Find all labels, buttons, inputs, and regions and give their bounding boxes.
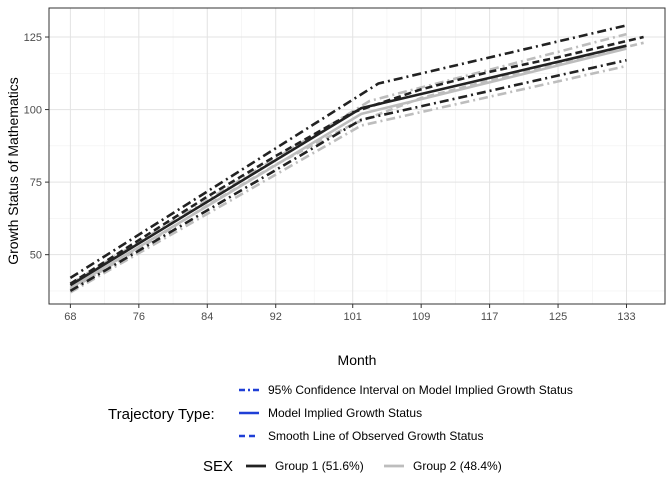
group1-ci-lower-line — [69, 58, 627, 293]
series-lines — [69, 24, 644, 294]
y-tick-label: 75 — [30, 177, 42, 189]
group1-model-line — [69, 44, 627, 287]
legend-sex-title: SEX — [203, 458, 233, 475]
legend-item-smooth: Smooth Line of Observed Growth Status — [268, 429, 483, 443]
legend-item-ci: 95% Confidence Interval on Model Implied… — [268, 383, 573, 397]
group2-smooth-line — [69, 41, 644, 291]
x-tick-label: 133 — [617, 311, 635, 323]
x-tick-label: 76 — [133, 311, 145, 323]
legend-item-group1: Group 1 (51.6%) — [275, 459, 364, 473]
y-axis-ticks: 50 75 100 125 — [24, 32, 49, 262]
group1-ci-upper-line — [69, 24, 627, 279]
x-tick-label: 125 — [549, 311, 567, 323]
group2-ci-upper-line — [69, 32, 627, 285]
plot-border — [48, 7, 666, 305]
y-axis-title: Growth Status of Mathematics — [5, 77, 21, 265]
legend-trajectory: Trajectory Type: 95% Confidence Interval… — [108, 383, 573, 443]
legend-trajectory-title: Trajectory Type: — [108, 406, 215, 423]
legend-item-group2: Group 2 (48.4%) — [413, 459, 502, 473]
y-tick-label: 50 — [30, 250, 42, 262]
group1-smooth-line — [69, 35, 644, 285]
y-tick-label: 100 — [24, 105, 42, 117]
x-axis-title: Month — [338, 352, 377, 368]
x-tick-label: 68 — [64, 311, 76, 323]
legend-sex: SEX Group 1 (51.6%) Group 2 (48.4%) — [203, 458, 502, 475]
y-tick-label: 125 — [24, 32, 42, 44]
group2-ci-lower-line — [69, 64, 627, 294]
x-tick-label: 84 — [201, 311, 213, 323]
x-tick-label: 92 — [270, 311, 282, 323]
plot-panel — [49, 8, 665, 304]
x-axis-ticks: 68 76 84 92 101 109 117 125 133 — [64, 304, 636, 323]
x-tick-label: 109 — [412, 311, 430, 323]
x-tick-label: 101 — [344, 311, 362, 323]
legend-item-model: Model Implied Growth Status — [268, 406, 422, 420]
grid-lines — [49, 8, 665, 304]
x-tick-label: 117 — [481, 311, 499, 323]
